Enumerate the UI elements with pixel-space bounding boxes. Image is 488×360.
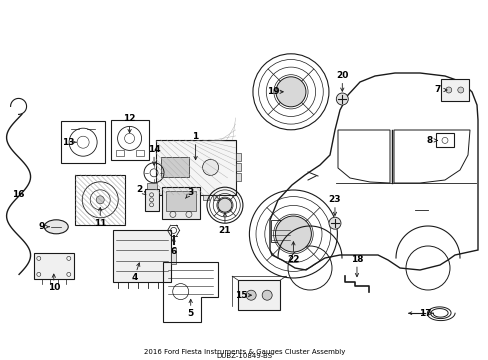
Text: 15: 15 <box>234 291 247 300</box>
Circle shape <box>275 216 311 252</box>
Text: 19: 19 <box>266 87 279 96</box>
Bar <box>34 253 74 279</box>
Bar <box>182 195 188 200</box>
Text: 2016 Ford Fiesta Instruments & Gauges Cluster Assembly: 2016 Ford Fiesta Instruments & Gauges Cl… <box>143 349 345 355</box>
Text: 5: 5 <box>187 309 193 318</box>
Text: 23: 23 <box>328 195 341 204</box>
Bar <box>110 120 148 161</box>
Text: 13: 13 <box>62 138 75 147</box>
Bar <box>75 175 125 225</box>
Bar <box>202 195 208 200</box>
Text: 17: 17 <box>418 309 431 318</box>
Bar <box>192 195 198 200</box>
Bar <box>235 174 240 181</box>
Bar <box>170 248 176 264</box>
Text: 21: 21 <box>218 226 231 235</box>
Bar <box>113 230 170 282</box>
Text: 3: 3 <box>187 188 193 197</box>
Circle shape <box>328 217 340 229</box>
Text: 7: 7 <box>433 85 440 94</box>
Bar <box>440 79 468 101</box>
Bar <box>115 150 123 156</box>
Circle shape <box>96 196 104 204</box>
Text: 14: 14 <box>147 145 160 154</box>
Text: 11: 11 <box>94 219 106 228</box>
Circle shape <box>445 87 451 93</box>
Text: 4: 4 <box>131 273 138 282</box>
Bar <box>155 140 235 195</box>
Bar <box>160 157 188 177</box>
Text: 8: 8 <box>426 136 431 145</box>
Bar <box>172 195 178 200</box>
Bar <box>165 192 196 211</box>
Bar <box>270 220 290 242</box>
Text: DUBZ-10849-BS: DUBZ-10849-BS <box>216 353 272 359</box>
Text: 1: 1 <box>192 132 198 141</box>
Bar <box>144 189 158 211</box>
Text: 2: 2 <box>136 184 142 194</box>
Circle shape <box>218 198 231 212</box>
Bar <box>146 183 156 189</box>
Text: 6: 6 <box>170 247 176 256</box>
Circle shape <box>336 93 347 105</box>
Bar <box>135 150 143 156</box>
Text: 10: 10 <box>47 284 60 292</box>
Text: 12: 12 <box>123 114 136 123</box>
Circle shape <box>245 290 256 300</box>
Text: 20: 20 <box>335 71 348 80</box>
Bar <box>238 280 280 310</box>
Text: 22: 22 <box>286 255 299 264</box>
Circle shape <box>275 77 305 107</box>
Bar <box>61 121 105 163</box>
Bar <box>235 163 240 171</box>
Text: 18: 18 <box>350 255 363 264</box>
Ellipse shape <box>44 220 68 234</box>
Bar <box>162 188 200 219</box>
Text: 9: 9 <box>38 222 45 231</box>
Bar <box>212 195 218 200</box>
Bar <box>435 134 453 147</box>
Text: 16: 16 <box>12 190 25 199</box>
Circle shape <box>202 159 218 175</box>
Bar <box>235 153 240 161</box>
Circle shape <box>457 87 463 93</box>
Circle shape <box>262 290 272 300</box>
